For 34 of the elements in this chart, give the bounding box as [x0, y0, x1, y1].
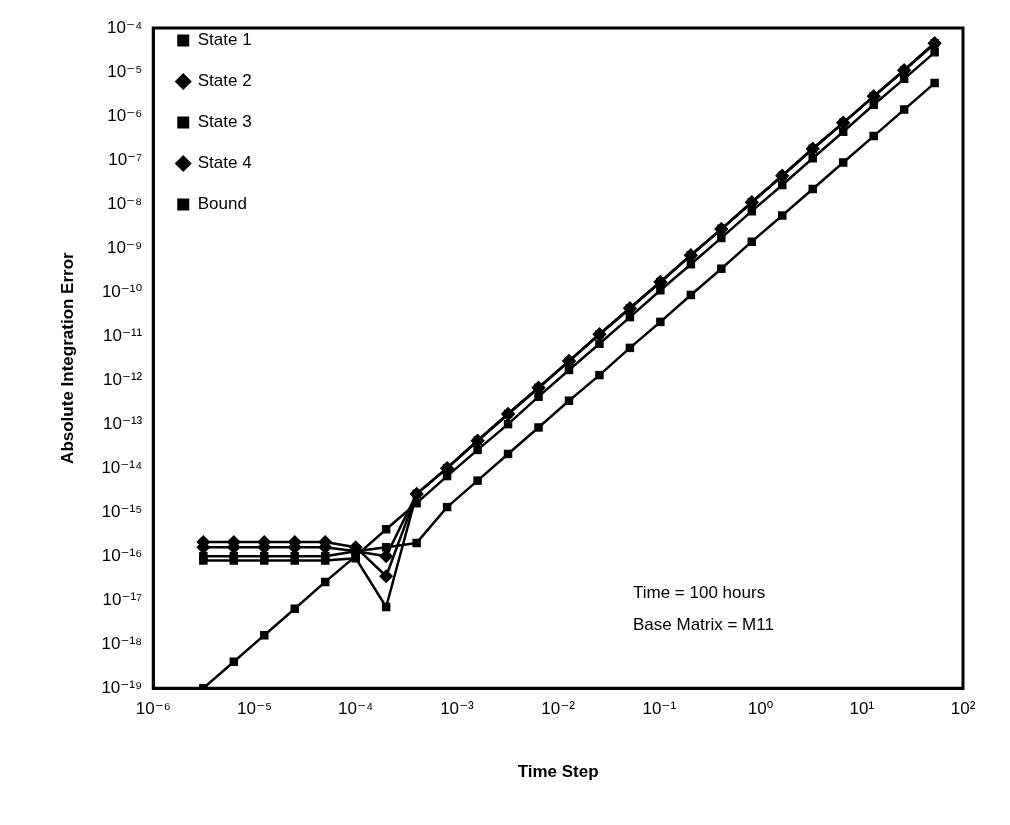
annotation: Base Matrix = M11 [633, 614, 774, 634]
x-tick-label: 10⁻⁶ [135, 699, 171, 719]
x-tick-label: 10⁻² [541, 699, 576, 719]
legend-label: State 1 [197, 30, 252, 50]
y-tick-label: 10⁻¹² [103, 369, 143, 389]
legend-label: State 3 [197, 112, 252, 132]
y-tick-label: 10⁻¹¹ [103, 325, 143, 345]
x-tick-label: 10⁻⁵ [237, 699, 272, 719]
y-tick-label: 10⁻⁷ [108, 149, 143, 169]
legend-label: State 4 [197, 153, 252, 173]
y-tick-label: 10⁻¹⁸ [101, 633, 143, 653]
annotation: Time = 100 hours [633, 582, 766, 602]
y-tick-label: 10⁻¹⁴ [101, 457, 143, 477]
y-tick-label: 10⁻¹³ [103, 413, 143, 433]
y-tick-label: 10⁻⁵ [107, 61, 143, 81]
y-tick-label: 10⁻¹⁶ [101, 545, 143, 565]
y-tick-label: 10⁻⁴ [107, 17, 143, 37]
x-axis-title: Time Step [517, 762, 599, 782]
y-tick-label: 10⁻¹⁵ [101, 501, 143, 521]
x-tick-label: 10⁻¹ [642, 699, 677, 719]
y-tick-label: 10⁻¹⁹ [101, 677, 143, 697]
y-tick-label: 10⁻⁸ [107, 193, 143, 213]
x-tick-label: 10⁰ [747, 699, 774, 719]
x-tick-label: 10⁻⁴ [338, 699, 374, 719]
y-tick-label: 10⁻⁶ [107, 105, 143, 125]
legend-label: Bound [197, 194, 247, 214]
y-axis-title: Absolute Integration Error [57, 251, 77, 464]
y-tick-label: 10⁻¹⁷ [102, 589, 143, 609]
x-tick-label: 10² [950, 699, 976, 719]
y-tick-label: 10⁻¹⁰ [101, 281, 143, 301]
x-tick-label: 10⁻³ [440, 699, 475, 719]
y-tick-label: 10⁻⁹ [107, 237, 143, 257]
x-tick-label: 10¹ [849, 699, 875, 719]
legend-label: State 2 [197, 71, 252, 91]
